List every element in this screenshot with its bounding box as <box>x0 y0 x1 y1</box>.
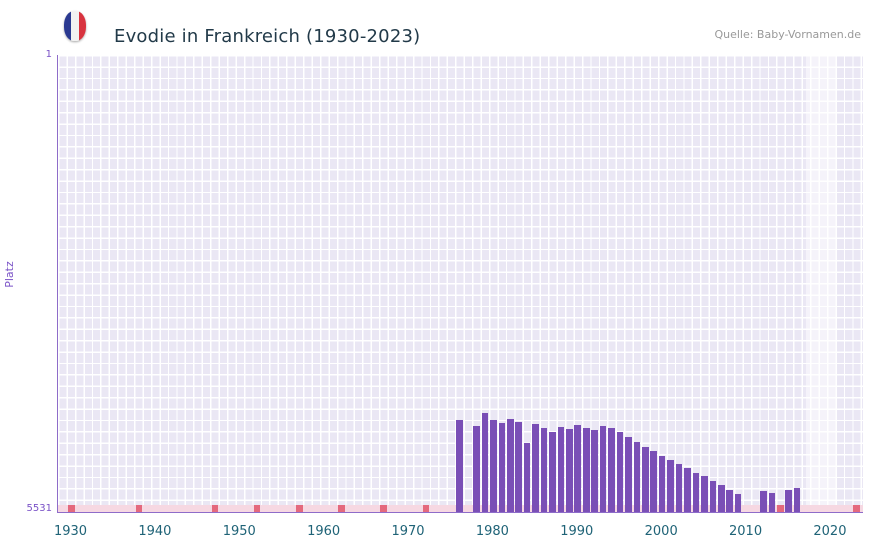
rank-bar[interactable] <box>642 446 649 512</box>
rank-bar[interactable] <box>549 431 556 512</box>
x-tick-label: 1980 <box>475 524 509 539</box>
y-tick-bottom: 5531 <box>26 503 52 514</box>
rank-bar[interactable] <box>726 489 733 512</box>
rank-bar[interactable] <box>608 428 615 512</box>
rank-bar[interactable] <box>633 441 641 512</box>
rank-bar[interactable] <box>667 459 674 512</box>
rank-bar[interactable] <box>658 455 666 512</box>
source-credit: Quelle: Baby-Vornamen.de <box>714 28 861 41</box>
rank-bar[interactable] <box>768 492 776 512</box>
x-tick-label: 1970 <box>391 524 425 539</box>
x-axis-ticks: 1930 1940 1950 1960 1970 1980 1990 2000 2010 2020 <box>53 524 862 544</box>
year-marker <box>135 505 143 512</box>
highlight-band <box>805 55 836 512</box>
rank-bar[interactable] <box>582 427 590 512</box>
x-tick-label: 2020 <box>813 524 847 539</box>
rank-bar[interactable] <box>591 430 598 512</box>
rank-bar[interactable] <box>692 473 700 512</box>
rank-bar[interactable] <box>650 450 658 512</box>
rank-bar[interactable] <box>793 487 801 512</box>
flag-white-stripe <box>71 11 79 41</box>
year-marker <box>777 505 784 512</box>
year-marker <box>380 505 387 512</box>
year-marker <box>68 505 75 512</box>
rank-bar[interactable] <box>709 481 717 512</box>
x-tick-label: 1950 <box>222 524 256 539</box>
year-marker <box>852 505 860 512</box>
rank-bar[interactable] <box>490 420 497 512</box>
rank-bar[interactable] <box>625 436 632 512</box>
rank-bar[interactable] <box>574 425 582 512</box>
rank-bar[interactable] <box>760 491 767 512</box>
plot-area <box>57 55 863 513</box>
rank-bar[interactable] <box>506 418 514 512</box>
rank-bar[interactable] <box>532 424 539 512</box>
x-tick-label: 2000 <box>644 524 678 539</box>
rank-bar[interactable] <box>701 476 708 512</box>
rank-bar[interactable] <box>515 421 522 512</box>
rank-bar[interactable] <box>481 412 489 512</box>
rank-bar[interactable] <box>599 425 607 512</box>
flag-red-stripe <box>78 11 86 41</box>
rank-bar[interactable] <box>523 442 531 512</box>
y-tick-top: 1 <box>45 49 52 60</box>
rank-bar[interactable] <box>540 428 548 512</box>
rank-bar[interactable] <box>557 426 565 512</box>
rank-bar[interactable] <box>717 484 725 512</box>
rank-bar[interactable] <box>473 425 480 512</box>
y-axis-title: Platz <box>2 261 16 288</box>
year-marker <box>253 505 261 512</box>
rank-bar[interactable] <box>456 420 463 512</box>
page-title: Evodie in Frankreich (1930-2023) <box>114 26 421 48</box>
year-marker <box>338 505 345 512</box>
flag-blue-stripe <box>64 11 72 41</box>
year-marker <box>211 505 219 512</box>
rank-bar[interactable] <box>566 429 573 512</box>
x-tick-label: 1990 <box>560 524 594 539</box>
year-marker <box>422 505 430 512</box>
rank-bar[interactable] <box>675 464 683 512</box>
x-tick-label: 2010 <box>729 524 763 539</box>
rank-bar[interactable] <box>734 493 742 512</box>
x-tick-label: 1930 <box>53 524 88 539</box>
rank-bar[interactable] <box>498 422 506 512</box>
france-flag-icon <box>64 11 86 41</box>
x-tick-label: 1940 <box>138 524 172 539</box>
rank-bar[interactable] <box>616 431 624 512</box>
x-tick-label: 1960 <box>307 524 341 539</box>
year-marker <box>296 505 303 512</box>
rank-bar[interactable] <box>684 468 691 512</box>
rank-bar[interactable] <box>785 490 793 512</box>
